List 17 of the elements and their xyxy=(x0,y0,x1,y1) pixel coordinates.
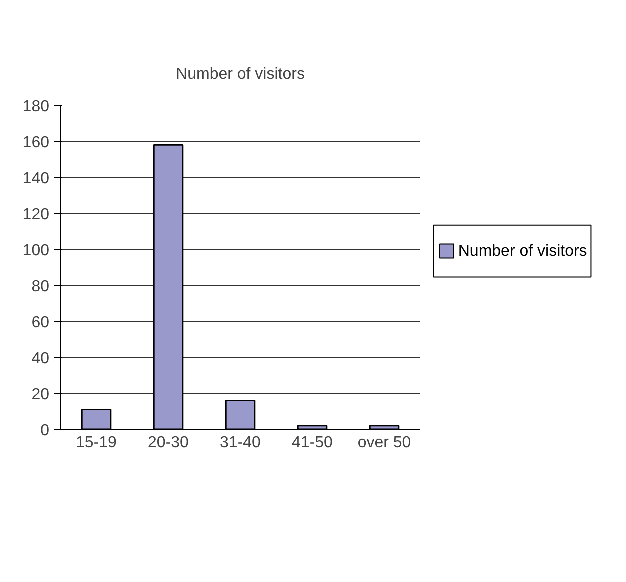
y-tick-label: 160 xyxy=(22,134,50,152)
y-tick-label: 140 xyxy=(22,170,50,188)
y-tick-label: 20 xyxy=(32,386,50,404)
y-tick-label: 40 xyxy=(32,350,50,368)
y-tick-label: 180 xyxy=(22,98,50,116)
legend-label: Number of visitors xyxy=(458,242,588,260)
x-tick-label: over 50 xyxy=(358,434,412,452)
y-tick-label: 80 xyxy=(32,278,50,296)
y-tick-label: 0 xyxy=(40,422,50,440)
y-tick-label: 100 xyxy=(22,242,50,260)
x-tick-label: 15-19 xyxy=(76,434,118,452)
x-tick-label: 41-50 xyxy=(292,434,334,452)
chart-title: Number of visitors xyxy=(176,66,305,83)
x-tick-label: 20-30 xyxy=(148,434,190,452)
y-tick-label: 60 xyxy=(32,314,50,332)
x-tick-label: 31-40 xyxy=(220,434,262,452)
y-tick-label: 120 xyxy=(22,206,50,224)
